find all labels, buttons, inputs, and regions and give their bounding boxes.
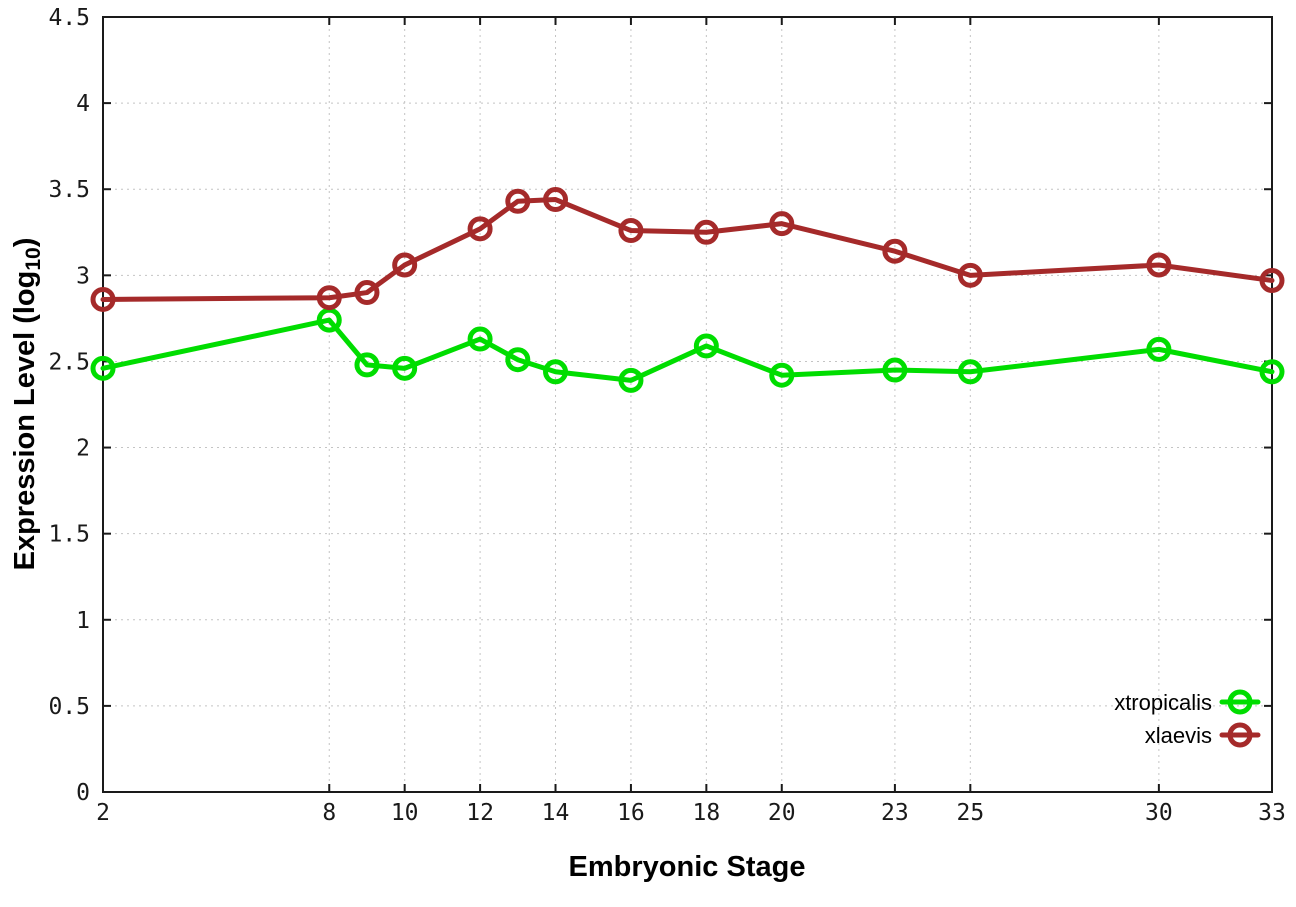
- data-point-xtropicalis: [957, 359, 983, 385]
- x-tick-label: 10: [391, 800, 419, 826]
- y-tick-label: 1: [76, 608, 90, 634]
- data-point-xlaevis: [618, 218, 644, 244]
- data-point-xlaevis: [1259, 268, 1285, 293]
- x-tick-label: 30: [1145, 800, 1173, 826]
- y-tick-label: 0: [76, 780, 90, 806]
- legend-item-xtropicalis: xtropicalis: [1114, 689, 1261, 715]
- data-point-xtropicalis: [1146, 336, 1172, 362]
- data-point-xtropicalis: [882, 357, 908, 383]
- legend: xtropicalis xlaevis: [1114, 689, 1261, 748]
- y-tick-label: 2: [76, 436, 90, 462]
- data-point-xtropicalis: [618, 367, 644, 393]
- x-tick-label: 20: [768, 800, 796, 826]
- data-point-xlaevis: [467, 216, 493, 242]
- data-point-xlaevis: [90, 286, 116, 312]
- y-axis-title: Expression Level (log10): [9, 238, 45, 571]
- series-line-xtropicalis: [100, 317, 1275, 383]
- x-axis-title: Embryonic Stage: [569, 851, 806, 883]
- y-tick-label: 2.5: [48, 349, 90, 375]
- data-point-xtropicalis: [543, 359, 569, 385]
- series-line-xlaevis: [100, 197, 1275, 302]
- x-tick-label: 8: [322, 800, 336, 826]
- data-point-xtropicalis: [505, 347, 531, 373]
- y-axis-title-close: ): [9, 238, 41, 248]
- x-tick-label: 25: [956, 800, 984, 826]
- data-point-xtropicalis: [467, 326, 493, 352]
- data-point-xlaevis: [354, 280, 380, 306]
- x-tick-label: 33: [1258, 800, 1286, 826]
- data-point-xlaevis: [392, 252, 418, 278]
- data-point-xlaevis: [1146, 252, 1172, 278]
- legend-label-xlaevis: xlaevis: [1145, 723, 1212, 748]
- data-point-xtropicalis: [354, 352, 380, 378]
- data-point-xlaevis: [693, 219, 719, 245]
- x-tick-label: 12: [466, 800, 494, 826]
- data-point-xtropicalis: [90, 355, 116, 381]
- plot-border: [102, 16, 1273, 793]
- y-axis-title-subscript: 10: [22, 247, 45, 270]
- legend-marker-xlaevis: [1227, 722, 1253, 748]
- x-tick-label: 18: [693, 800, 721, 826]
- plot-border-box: [102, 16, 1273, 793]
- y-tick-label: 4.5: [48, 5, 90, 31]
- legend-label-xtropicalis: xtropicalis: [1114, 690, 1212, 715]
- data-point-xlaevis: [882, 238, 908, 264]
- data-point-xtropicalis: [693, 333, 719, 359]
- data-point-xtropicalis: [392, 355, 418, 381]
- x-tick-label: 14: [542, 800, 570, 826]
- data-point-xlaevis: [543, 187, 569, 213]
- x-tick-label: 23: [881, 800, 909, 826]
- legend-item-xlaevis: xlaevis: [1145, 722, 1261, 748]
- grid-lines: [102, 16, 1273, 793]
- data-series: [90, 187, 1285, 393]
- y-tick-label: 1.5: [48, 522, 90, 548]
- y-tick-label: 0.5: [48, 694, 90, 720]
- y-tick-label: 3: [76, 263, 90, 289]
- y-axis-title-main: Expression Level (log: [9, 271, 41, 571]
- data-point-xtropicalis: [1259, 359, 1285, 385]
- axis-tick-labels: 2 8 10 12 14 16 18 20 23 25 30 33 0 0.5 1 1.5 2 2.5 3 3.5 4 4…: [48, 5, 1285, 826]
- y-tick-label: 3.5: [48, 177, 90, 203]
- data-point-xlaevis: [769, 211, 795, 237]
- legend-marker-xtropicalis: [1227, 689, 1253, 715]
- x-tick-label: 16: [617, 800, 645, 826]
- y-tick-label: 4: [76, 91, 90, 117]
- data-point-xlaevis: [957, 262, 983, 288]
- x-tick-label: 2: [96, 800, 110, 826]
- axis-ticks: [102, 16, 1273, 793]
- data-point-xtropicalis: [769, 362, 795, 388]
- data-point-xlaevis: [316, 285, 342, 311]
- data-point-xlaevis: [505, 188, 531, 214]
